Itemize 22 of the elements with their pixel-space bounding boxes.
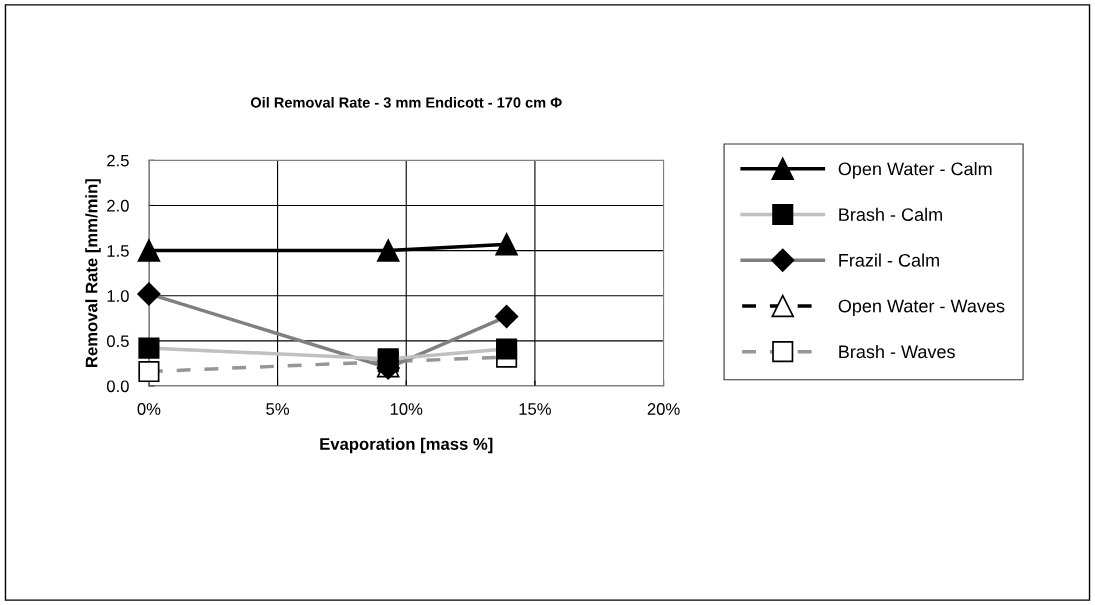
x-tick-label: 5%: [266, 403, 290, 415]
legend-label: Open Water - Calm: [838, 162, 992, 179]
x-axis-title: Evaporation [mass %]: [320, 437, 493, 454]
x-tick-label: 20%: [647, 403, 680, 415]
chart-title: Oil Removal Rate - 3 mm Endicott - 170 cm Φ: [250, 96, 562, 108]
legend-label: Open Water - Waves: [838, 299, 1005, 317]
point: [376, 239, 400, 262]
x-tick-label: 10%: [390, 403, 423, 415]
x-tick-label: 0%: [137, 403, 161, 415]
y-tick-label: 1.5: [107, 245, 129, 257]
y-tick-label: 2.0: [107, 199, 129, 212]
legend-label: Brash - Waves: [839, 344, 955, 359]
y-tick-label: 0.0: [106, 380, 129, 393]
point: [495, 233, 518, 256]
x-tick-label: 15%: [519, 403, 551, 415]
y-tick-label: 0.5: [106, 335, 129, 348]
y-axis-title: Removal Rate [mm/min]: [85, 179, 101, 367]
legend-label: Frazil - Calm: [839, 253, 939, 267]
point: [137, 239, 161, 262]
legend-label: Brash - Calm: [839, 207, 942, 221]
y-tick-label: 1.0: [107, 290, 129, 302]
y-tick-label: 2.5: [107, 154, 129, 167]
